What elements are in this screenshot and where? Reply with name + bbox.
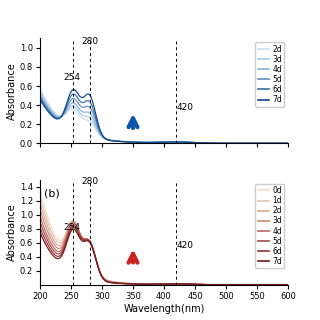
Legend: 2d, 3d, 4d, 5d, 6d, 7d: 2d, 3d, 4d, 5d, 6d, 7d bbox=[255, 42, 284, 107]
Text: 420: 420 bbox=[177, 241, 194, 250]
X-axis label: Wavelength(nm): Wavelength(nm) bbox=[123, 304, 205, 314]
Y-axis label: Absorbance: Absorbance bbox=[7, 62, 17, 120]
Text: 280: 280 bbox=[81, 177, 98, 186]
Text: 420: 420 bbox=[177, 102, 194, 112]
Y-axis label: Absorbance: Absorbance bbox=[7, 204, 17, 261]
Text: 254: 254 bbox=[64, 73, 81, 82]
Text: 280: 280 bbox=[81, 37, 98, 46]
Text: (b): (b) bbox=[44, 188, 60, 198]
Legend: 0d, 1d, 2d, 3d, 4d, 5d, 6d, 7d: 0d, 1d, 2d, 3d, 4d, 5d, 6d, 7d bbox=[255, 184, 284, 268]
Text: 254: 254 bbox=[64, 223, 81, 232]
